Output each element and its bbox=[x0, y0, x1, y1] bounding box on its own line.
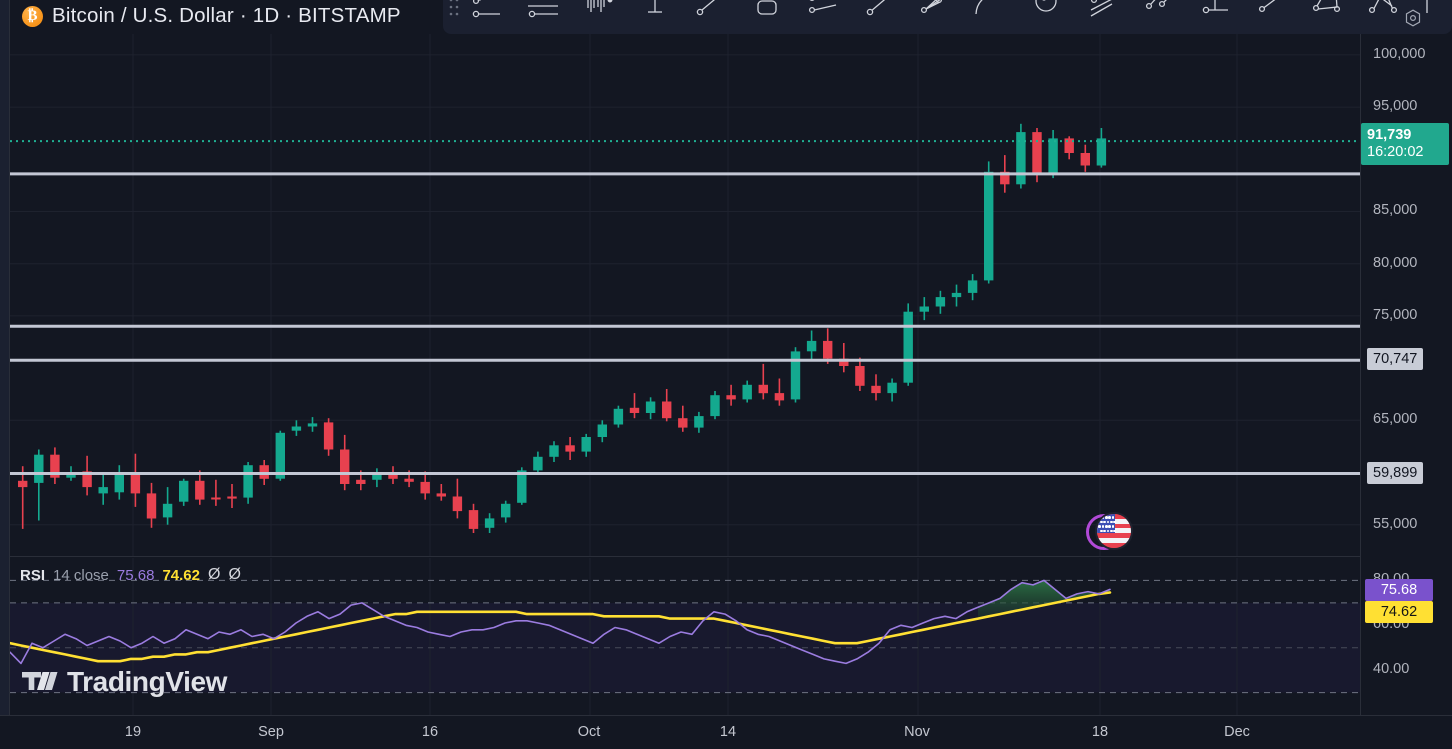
symbol-header[interactable]: ₿ Bitcoin / U.S. Dollar · 1D · BITSTAMP bbox=[22, 2, 401, 30]
arc-circle-tool-icon[interactable] bbox=[1019, 0, 1075, 30]
segment-tool-icon[interactable] bbox=[1243, 0, 1299, 30]
rsi-value-badge[interactable]: 75.68 bbox=[1365, 579, 1433, 602]
drag-grip-icon[interactable] bbox=[449, 0, 459, 30]
rsi-legend[interactable]: RSI 14 close 75.68 74.62 Ø Ø bbox=[20, 566, 241, 584]
rectangle-tool-icon[interactable] bbox=[739, 0, 795, 30]
tradingview-watermark: TradingView bbox=[22, 666, 227, 698]
rsi-legend-name: RSI bbox=[20, 566, 46, 584]
ray-tool-icon[interactable] bbox=[851, 0, 907, 30]
gann-fan-tool-icon[interactable] bbox=[963, 0, 1019, 30]
tradingview-watermark-text: TradingView bbox=[67, 666, 228, 697]
fib-retracement-tool-icon[interactable] bbox=[1075, 0, 1131, 30]
price-axis-tick: 55,000 bbox=[1373, 515, 1418, 532]
rsi-legend-value: 75.68 bbox=[116, 566, 155, 584]
live-price-value: 91,739 bbox=[1367, 127, 1412, 144]
anchored-text-tool-icon[interactable] bbox=[1187, 0, 1243, 30]
time-axis-tick: Nov bbox=[904, 724, 930, 740]
rsi-legend-extra-2: Ø bbox=[228, 566, 241, 583]
time-axis-tick: Sep bbox=[258, 724, 284, 740]
price-axis-tick: 95,000 bbox=[1373, 98, 1418, 115]
chart-settings-icon[interactable] bbox=[1404, 9, 1422, 32]
price-axis[interactable]: 100,000 95,000 85,000 80,000 75,000 65,000 55,… bbox=[1360, 34, 1452, 715]
rsi-series bbox=[10, 558, 1360, 715]
live-price-countdown: 16:20:02 bbox=[1367, 144, 1424, 161]
candlestick-series bbox=[10, 34, 1360, 556]
us-economic-event-marker[interactable] bbox=[1086, 512, 1133, 552]
measure-tool-icon[interactable] bbox=[627, 0, 683, 30]
pane-divider[interactable] bbox=[10, 556, 1452, 557]
pattern-tool-icon[interactable] bbox=[571, 0, 627, 30]
horizontal-line-tool-icon[interactable] bbox=[515, 0, 571, 30]
bitcoin-icon: ₿ bbox=[22, 5, 43, 27]
price-axis-tick: 75,000 bbox=[1373, 306, 1418, 323]
polyline-tool-icon[interactable] bbox=[1299, 0, 1355, 30]
page-title[interactable]: Bitcoin / U.S. Dollar · 1D · BITSTAMP bbox=[52, 4, 401, 27]
two-point-tool-icon[interactable] bbox=[1131, 0, 1187, 30]
time-axis-tick: 18 bbox=[1091, 724, 1109, 740]
support-price-badge[interactable]: 59,899 bbox=[1367, 461, 1424, 484]
time-axis-tick: 14 bbox=[719, 724, 737, 740]
price-axis-tick: 65,000 bbox=[1373, 411, 1418, 428]
rsi-pane[interactable] bbox=[10, 558, 1360, 715]
rsi-axis-tick: 40.00 bbox=[1373, 661, 1410, 678]
time-axis-tick: 16 bbox=[421, 724, 439, 740]
time-axis-tick: 19 bbox=[124, 724, 142, 740]
price-axis-tick: 100,000 bbox=[1373, 45, 1426, 62]
price-axis-tick: 80,000 bbox=[1373, 254, 1418, 271]
parallel-channel-tool-icon[interactable] bbox=[795, 0, 851, 30]
rsi-legend-params: 14 close bbox=[53, 566, 109, 584]
pitchfork-tool-icon[interactable] bbox=[907, 0, 963, 30]
price-axis-tick: 85,000 bbox=[1373, 202, 1418, 219]
rsi-legend-ma-value: 74.62 bbox=[162, 566, 200, 584]
time-axis-tick: Oct bbox=[577, 724, 601, 740]
trend-angle-tool-icon[interactable] bbox=[683, 0, 739, 30]
elliott-wave-tool-icon[interactable] bbox=[1355, 0, 1411, 30]
us-flag-icon bbox=[1095, 512, 1133, 550]
drawing-toolbar[interactable] bbox=[443, 0, 1452, 34]
live-price-badge[interactable]: 91,739 16:20:02 bbox=[1361, 123, 1449, 166]
resistance-price-badge[interactable]: 70,747 bbox=[1367, 348, 1424, 371]
time-axis[interactable]: 19 Sep 16 Oct 14 Nov 18 Dec bbox=[0, 715, 1452, 749]
tradingview-logo-icon bbox=[22, 672, 58, 690]
rsi-ma-value-badge[interactable]: 74.62 bbox=[1365, 601, 1433, 624]
time-axis-tick: Dec bbox=[1224, 724, 1250, 740]
rsi-legend-extra-1: Ø bbox=[207, 566, 221, 583]
trend-line-tool-icon[interactable] bbox=[459, 0, 515, 30]
left-toolbar-rail[interactable] bbox=[0, 0, 10, 749]
price-chart-pane[interactable] bbox=[10, 34, 1360, 556]
